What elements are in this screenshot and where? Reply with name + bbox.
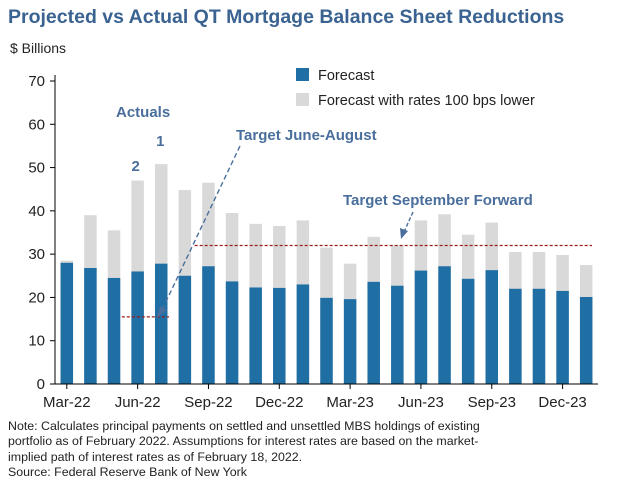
y-tick-label-70: 70: [28, 73, 45, 90]
annotation-1: 1: [156, 133, 164, 150]
x-tick-label-Sep-22: Sep-22: [184, 394, 232, 411]
y-tick-label-40: 40: [28, 203, 45, 220]
note-line-3: implied path of interest rates as of Feb…: [8, 449, 303, 464]
annotation-target-september-forward: Target September Forward: [343, 192, 533, 209]
bar-forecast-Jun-22: [131, 271, 144, 384]
bar-forecast-Oct-23: [509, 288, 522, 384]
chart: 0 10 20 30 40 50 60 70 $ Billions Mar-22 Jun-22 Sep…: [10, 40, 598, 411]
bar-forecast-Feb-23: [320, 297, 333, 384]
arrow-september-forward-line: [403, 211, 414, 233]
x-tick-label-Jun-23: Jun-23: [398, 394, 444, 411]
legend-label-lower-rates: Forecast with rates 100 bps lower: [318, 93, 535, 109]
bar-forecast-Jul-22: [154, 263, 168, 384]
x-tick-label-Sep-23: Sep-23: [468, 394, 516, 411]
bar-forecast-Apr-22: [84, 267, 97, 384]
y-tick-label-30: 30: [28, 246, 45, 263]
y-tick-label-20: 20: [28, 289, 45, 306]
chart-title: Projected vs Actual QT Mortgage Balance …: [8, 6, 565, 28]
legend: Forecast Forecast with rates 100 bps lowe…: [296, 68, 535, 109]
x-tick-label-Mar-22: Mar-22: [43, 394, 91, 411]
annotation-actuals: Actuals: [116, 104, 170, 121]
x-tick-label-Dec-22: Dec-22: [255, 394, 303, 411]
x-tick-label-Dec-23: Dec-23: [538, 394, 586, 411]
bar-forecast-Jan-24: [579, 296, 593, 384]
note-line-2: portfolio as of February 2022. Assumptio…: [8, 434, 479, 449]
bar-forecast-Jul-23: [438, 266, 451, 384]
bar-forecast-Aug-23: [461, 278, 475, 384]
bar-forecast-Sep-23: [485, 270, 499, 384]
reference-lines: [121, 244, 592, 318]
y-tick-label-60: 60: [28, 116, 45, 133]
annotations: Actuals 12 Target June-August Target Septem…: [116, 104, 533, 318]
axes: 0 10 20 30 40 50 60 70 $ Billions Mar-22 Jun-22 Sep…: [10, 40, 598, 411]
arrow-september-forward-head: [400, 228, 408, 239]
bar-forecast-Dec-23: [556, 290, 569, 384]
annotation-2: 2: [131, 158, 139, 175]
bar-forecast-Sep-22: [202, 266, 215, 384]
legend-swatch-lower-rates: [296, 93, 309, 106]
annotation-target-june-august: Target June-August: [236, 127, 377, 144]
bar-forecast-Aug-22: [178, 275, 192, 384]
note-source: Source: Federal Reserve Bank of New York: [8, 465, 247, 480]
bar-forecast-Mar-22: [60, 262, 74, 384]
bar-forecast-Apr-23: [367, 281, 380, 384]
y-tick-label-0: 0: [37, 376, 45, 393]
y-tick-label-10: 10: [28, 333, 45, 350]
bar-forecast-Dec-22: [273, 287, 286, 384]
bar-forecast-Nov-23: [532, 288, 546, 384]
bar-forecast-May-22: [107, 277, 121, 384]
y-axis-label: $ Billions: [10, 40, 66, 56]
y-tick-label-50: 50: [28, 160, 45, 177]
arrow-june-august-head: [157, 306, 167, 318]
legend-label-forecast: Forecast: [318, 68, 374, 84]
legend-swatch-forecast: [296, 68, 309, 81]
x-tick-label-Mar-23: Mar-23: [326, 394, 374, 411]
bar-forecast-Nov-22: [249, 287, 262, 384]
bar-forecast-Oct-22: [225, 281, 239, 384]
bars-forecast-series: [60, 262, 593, 384]
bar-forecast-Jan-23: [296, 284, 310, 384]
chart-note: Note: Calculates principal payments on s…: [8, 419, 614, 481]
arrow-june-august-line: [161, 145, 241, 311]
bar-forecast-May-23: [391, 285, 404, 384]
bar-forecast-Mar-23: [343, 299, 357, 384]
note-line-1: Note: Calculates principal payments on s…: [8, 419, 480, 433]
x-tick-label-Jun-22: Jun-22: [115, 394, 161, 411]
bar-forecast-Jun-23: [414, 270, 428, 384]
